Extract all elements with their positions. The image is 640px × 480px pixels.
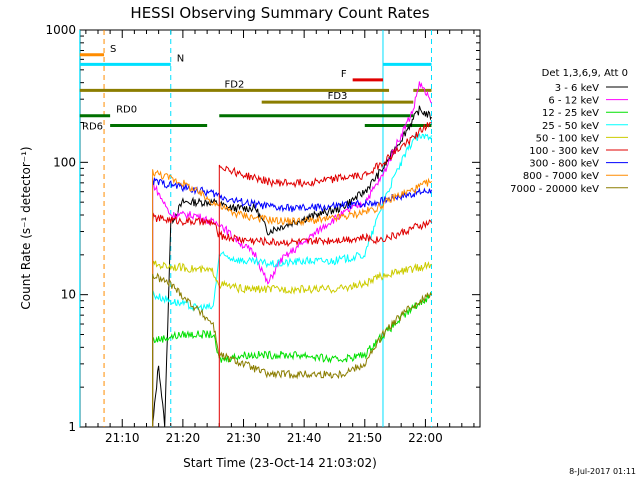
series-line — [152, 260, 432, 427]
legend-label: 100 - 300 keV — [529, 146, 599, 157]
series-layer — [152, 81, 432, 428]
y-axis-label: Count Rate (s⁻¹ detector⁻¹) — [19, 146, 33, 309]
legend-label: 50 - 100 keV — [536, 133, 600, 144]
x-tick-label: 21:30 — [226, 431, 261, 445]
x-tick-label: 21:50 — [347, 431, 382, 445]
x-tick-label: 21:10 — [105, 431, 140, 445]
y-tick-label: 100 — [53, 155, 76, 169]
series-line — [152, 212, 432, 427]
flag-label: N — [177, 53, 184, 64]
flag-label: FD2 — [225, 79, 245, 90]
footer-date: 8-Jul-2017 01:11 — [569, 467, 636, 476]
series-line — [152, 176, 432, 427]
chart-title: HESSI Observing Summary Count Rates — [130, 4, 429, 22]
series-line — [152, 133, 432, 427]
axis-layer: 21:10 21:20 21:30 21:40 21:50 22:00 1 10 100 1000 — [45, 23, 480, 445]
y-tick-label: 1000 — [45, 23, 76, 37]
flag-label: FD3 — [328, 91, 348, 102]
series-line — [152, 105, 432, 428]
x-tick-label: 21:20 — [166, 431, 201, 445]
legend-label: 3 - 6 keV — [555, 83, 599, 94]
legend-label: 800 - 7000 keV — [523, 171, 599, 182]
y-tick-label: 10 — [61, 288, 76, 302]
legend-label: 12 - 25 keV — [542, 108, 599, 119]
y-tick-label: 1 — [68, 420, 76, 434]
flag-label: RD6 — [82, 121, 103, 132]
x-tick-label: 21:40 — [287, 431, 322, 445]
flag-label: RD0 — [116, 105, 137, 116]
flag-label: S — [110, 44, 116, 55]
legend-label: 300 - 800 keV — [529, 159, 599, 170]
x-tick-label: 22:00 — [408, 431, 443, 445]
legend-title: Det 1,3,6,9, Att 0 — [542, 68, 628, 79]
legend-label: 6 - 12 keV — [548, 96, 599, 107]
legend-label: 25 - 50 keV — [542, 121, 599, 132]
series-line — [152, 272, 432, 427]
series-line — [218, 122, 432, 427]
series-line — [152, 169, 432, 427]
flag-label: F — [341, 69, 347, 80]
flag-bars: S N F FD2 FD3 RD0 RD6 — [79, 44, 432, 132]
series-line — [152, 81, 432, 427]
x-axis-label: Start Time (23-Oct-14 21:03:02) — [183, 456, 377, 470]
legend-label: 7000 - 20000 keV — [510, 184, 599, 195]
series-line — [152, 291, 432, 427]
